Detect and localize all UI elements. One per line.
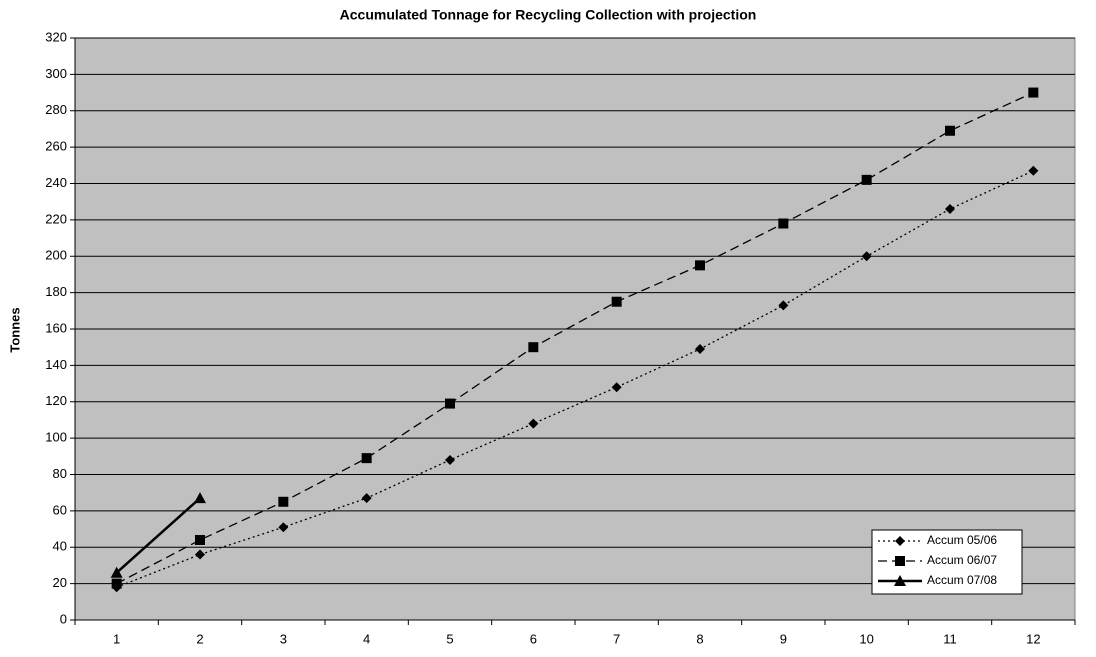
marker [361,493,372,504]
marker [778,300,789,311]
marker [695,344,705,355]
x-tick-label: 9 [780,631,787,646]
marker [528,418,539,429]
legend: Accum 05/06 Accum 06/07 Accum 07/08 [871,529,1023,595]
marker [278,522,289,533]
y-tick-label: 40 [53,539,67,554]
x-tick-label: 3 [280,631,287,646]
marker [1028,165,1039,176]
y-tick-label: 240 [45,175,67,190]
legend-marker [894,575,906,586]
y-tick-label: 120 [45,393,67,408]
y-tick-label: 100 [45,430,67,445]
y-tick-label: 300 [45,66,67,81]
legend-marker [895,556,905,566]
marker [278,496,289,507]
y-tick-label: 140 [45,357,67,372]
marker [611,382,622,393]
marker [861,251,872,262]
y-tick-label: 280 [45,102,67,117]
y-tick-label: 320 [45,29,67,44]
marker [445,454,455,465]
x-tick-label: 6 [530,631,537,646]
x-tick-label: 1 [113,631,120,646]
y-tick-label: 0 [60,611,67,626]
marker [695,260,705,271]
x-tick-label: 2 [196,631,203,646]
marker [445,398,455,409]
marker [945,203,955,214]
y-tick-label: 180 [45,284,67,299]
x-tick-label: 10 [859,631,873,646]
marker [195,534,205,545]
marker [945,125,955,136]
x-tick-label: 12 [1026,631,1040,646]
marker [778,218,789,229]
marker [611,296,622,307]
legend-marker [895,536,905,546]
legend-label: Accum 05/06 [927,533,997,547]
marker [1028,87,1039,98]
legend-label: Accum 07/08 [927,573,997,587]
x-tick-label: 11 [943,631,957,646]
marker [110,566,123,578]
y-tick-label: 20 [53,575,67,590]
y-tick-label: 60 [53,502,67,517]
y-tick-label: 220 [45,211,67,226]
marker [194,492,206,504]
legend-label: Accum 06/07 [927,553,997,567]
marker [361,453,372,464]
y-tick-label: 260 [45,139,67,154]
marker [195,549,205,560]
y-axis-label: Tonnes [7,307,22,352]
y-tick-label: 200 [45,248,67,263]
series-line [115,497,201,574]
marker [528,342,539,353]
x-tick-label: 8 [696,631,703,646]
series-line [116,91,1034,585]
y-tick-label: 80 [53,466,67,481]
marker [861,174,872,185]
x-tick-label: 7 [613,631,620,646]
chart-title: Accumulated Tonnage for Recycling Collec… [340,7,757,23]
y-tick-label: 160 [45,320,67,335]
x-tick-label: 4 [363,631,370,646]
marker [111,578,122,589]
x-tick-label: 5 [446,631,453,646]
